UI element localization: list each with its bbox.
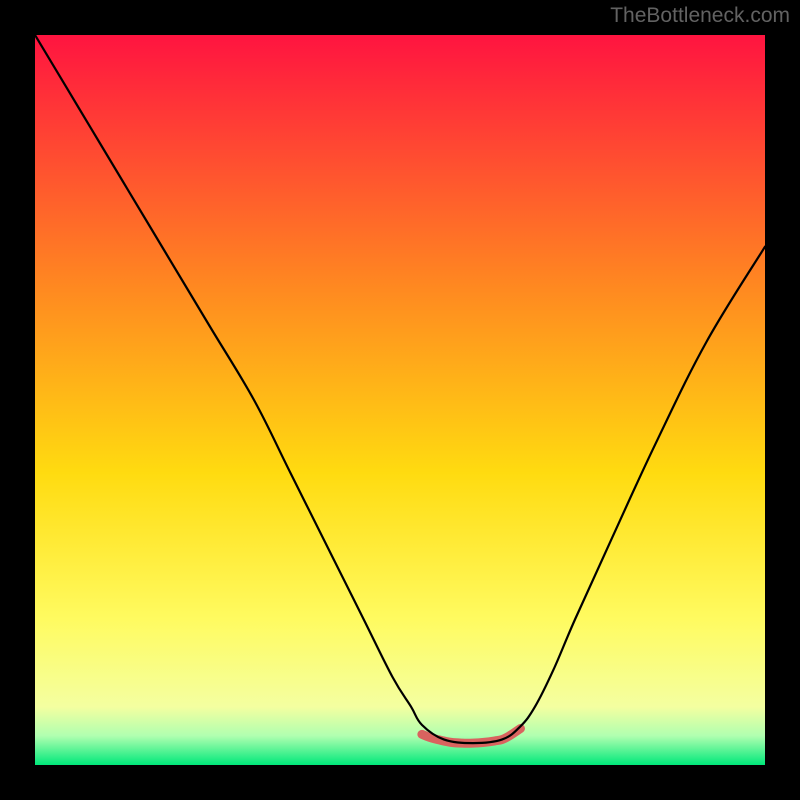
bottleneck-curve-chart (35, 35, 765, 765)
watermark-text: TheBottleneck.com (610, 4, 790, 28)
chart-frame: TheBottleneck.com (0, 0, 800, 800)
plot-area (35, 35, 765, 765)
